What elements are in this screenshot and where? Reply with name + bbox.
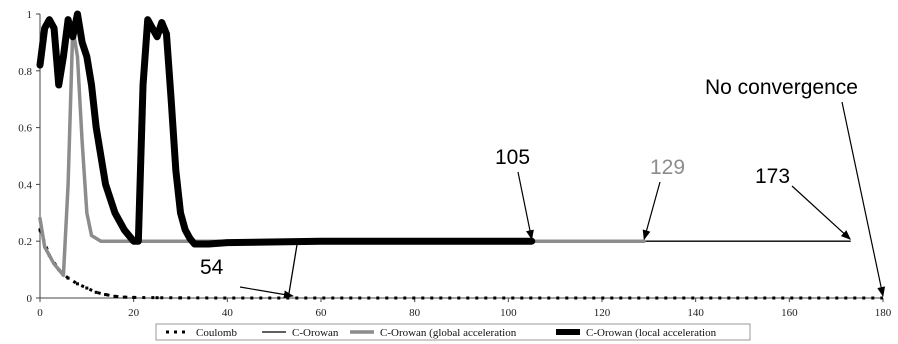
coulomb-point: [155, 296, 159, 300]
x-tick-label: 80: [409, 307, 421, 319]
x-tick-label: 160: [781, 307, 798, 319]
x-tick-label: 180: [875, 307, 892, 319]
coulomb-point: [85, 286, 89, 290]
x-tick-label: 0: [37, 307, 43, 319]
annotation-105-label: 105: [495, 146, 530, 169]
annotation-173-arrow: [791, 185, 851, 240]
x-tick-label: 100: [500, 307, 517, 319]
annotation-173-label: 173: [755, 165, 790, 188]
coulomb-point: [179, 296, 182, 300]
x-tick-label: 120: [594, 307, 611, 319]
annotation-no-convergence-arrow: [841, 101, 886, 297]
legend-box: [155, 323, 751, 341]
annotations: 54 105 129 173 No convergence: [200, 76, 886, 299]
coulomb-point: [132, 295, 136, 299]
series-lines: [36, 10, 883, 300]
series-c-orowan-line: [287, 240, 851, 299]
annotation-129-arrow: [642, 181, 661, 241]
x-tick-label: 60: [316, 307, 328, 319]
y-ticks: 0 0.2 0.4 0.6 0.8 1: [18, 9, 40, 305]
legend-c-orowan-label: C-Orowan: [292, 327, 339, 339]
y-tick-label: 1: [27, 9, 33, 21]
annotation-no-convergence-label: No convergence: [705, 76, 858, 99]
coulomb-point: [38, 228, 42, 232]
coulomb-point: [75, 282, 79, 286]
legend-c-orowan-local-label: C-Orowan (local acceleration: [586, 327, 717, 339]
y-tick-label: 0.4: [18, 179, 32, 191]
legend-coulomb-label: Coulomb: [196, 327, 237, 339]
y-tick-label: 0: [27, 293, 33, 305]
x-tick-label: 40: [222, 307, 234, 319]
legend: Coulomb C-Orowan C-Orowan (global accelera…: [155, 323, 751, 341]
series-c-orowan-local-line: [36, 10, 536, 248]
coulomb-point: [113, 294, 117, 298]
annotation-105-arrow: [517, 171, 534, 241]
coulomb-point: [94, 290, 98, 294]
y-tick-label: 0.2: [18, 236, 32, 248]
coulomb-point: [122, 295, 126, 299]
coulomb-point: [66, 276, 70, 280]
y-tick-label: 0.8: [18, 66, 32, 78]
annotation-54-label: 54: [200, 256, 224, 279]
x-ticks: 0 20 40 60 80 100 120 140 160 180: [37, 298, 892, 319]
annotation-129-label: 129: [650, 156, 685, 179]
legend-c-orowan-global-label: C-Orowan (global acceleration: [380, 327, 517, 339]
x-tick-label: 20: [128, 307, 140, 319]
coulomb-point: [104, 293, 108, 297]
annotation-54-arrow: [239, 286, 294, 299]
y-tick-label: 0.6: [18, 123, 32, 135]
x-tick-label: 140: [687, 307, 704, 319]
